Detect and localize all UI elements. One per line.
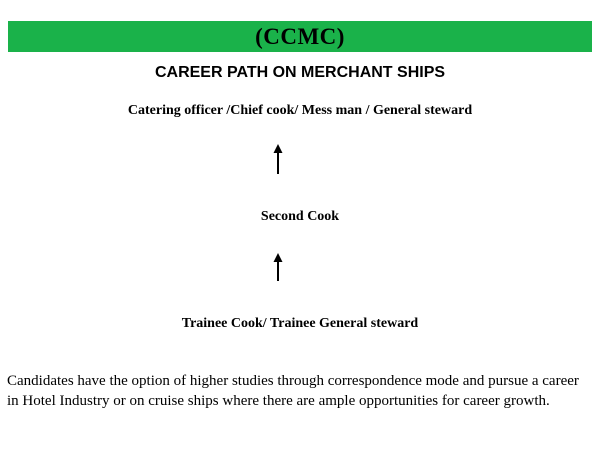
title-banner: (CCMC) xyxy=(8,21,592,52)
career-level-senior: Catering officer /Chief cook/ Mess man /… xyxy=(127,103,473,118)
arrow-up-icon xyxy=(273,253,283,281)
career-level-trainee: Trainee Cook/ Trainee General steward xyxy=(181,316,419,331)
arrow-up-icon xyxy=(273,144,283,174)
footer-paragraph: Candidates have the option of higher stu… xyxy=(7,373,579,409)
career-level-second-cook: Second Cook xyxy=(260,209,340,224)
banner-title: (CCMC) xyxy=(255,23,345,49)
page-heading: CAREER PATH ON MERCHANT SHIPS xyxy=(154,64,446,81)
